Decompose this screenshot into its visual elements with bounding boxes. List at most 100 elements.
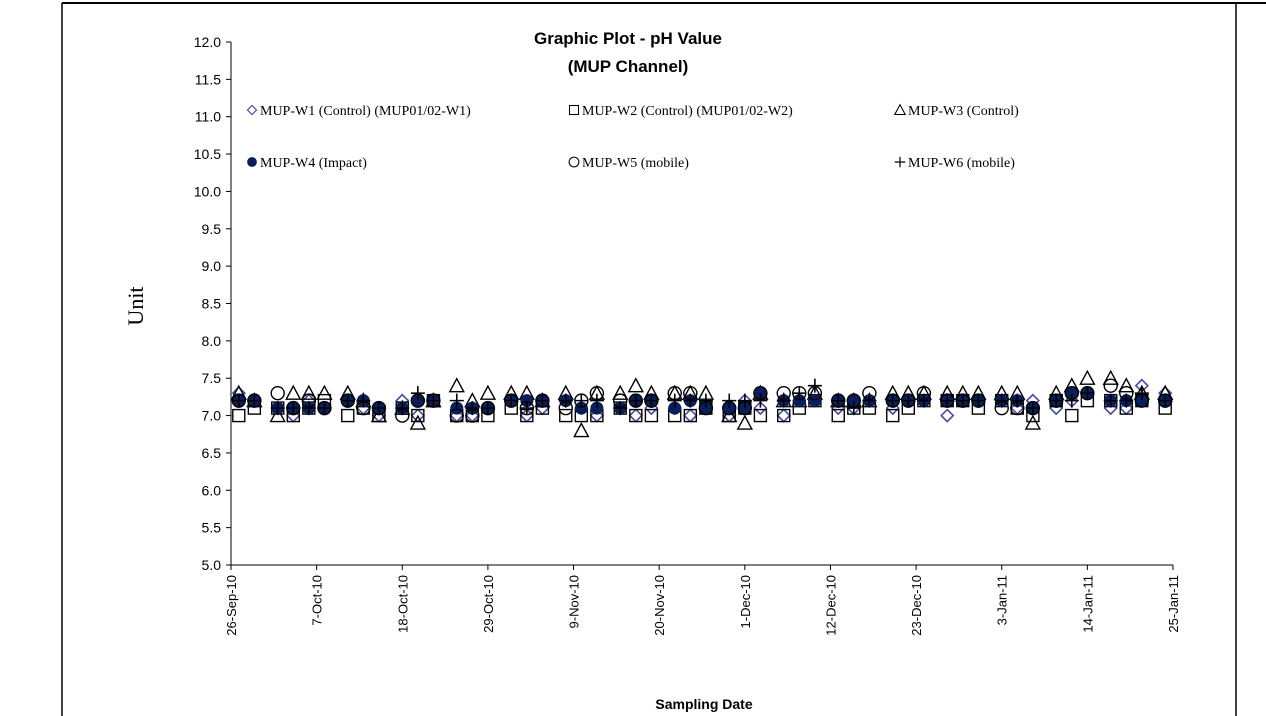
x-tick-label: 9-Nov-10: [567, 575, 582, 628]
data-point: [426, 393, 441, 408]
data-point: [589, 393, 604, 408]
legend-marker: [568, 156, 580, 168]
legend-label: MUP-W5 (mobile): [582, 156, 689, 171]
x-tick-label: 20-Nov-10: [652, 575, 667, 636]
data-point: [1119, 393, 1134, 408]
y-tick-label: 12.0: [194, 34, 221, 50]
data-point: [753, 400, 768, 416]
data-point: [831, 408, 845, 423]
data-point: [449, 408, 464, 423]
legend-marker: [894, 156, 906, 168]
data-point: [409, 414, 427, 430]
data-point: [341, 408, 355, 423]
data-points: [230, 369, 1174, 438]
data-point: [846, 401, 861, 416]
data-point: [628, 393, 643, 408]
data-point: [777, 408, 791, 423]
data-point: [753, 393, 768, 408]
legend-marker: [893, 103, 907, 116]
data-point: [370, 407, 388, 423]
data-point: [628, 408, 643, 423]
legend: MUP-W1 (Control) (MUP01/02-W1) MUP-W2 (Co…: [246, 103, 1019, 171]
data-point: [629, 408, 643, 423]
data-point: [340, 393, 355, 408]
data-point: [667, 393, 682, 408]
data-point: [410, 386, 425, 401]
x-tick-label: 25-Jan-11: [1166, 575, 1181, 633]
data-point: [644, 393, 659, 408]
data-point: [1103, 393, 1118, 408]
data-point: [286, 401, 301, 416]
data-point: [465, 401, 480, 416]
data-point: [371, 401, 386, 416]
data-point: [683, 408, 698, 423]
y-tick-label: 11.5: [195, 71, 221, 87]
series-6: [231, 378, 1173, 416]
data-point: [535, 393, 550, 408]
data-point: [269, 407, 286, 423]
x-tick-label: 23-Dec-10: [909, 575, 924, 636]
legend-entry: MUP-W3 (Control): [893, 103, 1019, 119]
x-tick-label: 26-Sep-10: [224, 575, 239, 636]
data-point: [411, 408, 425, 423]
data-point: [573, 422, 590, 438]
x-tick-label: 7-Oct-10: [310, 575, 325, 626]
legend-label: MUP-W2 (Control) (MUP01/02-W2): [582, 104, 793, 119]
data-point: [559, 408, 573, 423]
data-point: [301, 401, 316, 416]
data-point: [644, 408, 659, 423]
x-axis-ticks: 26-Sep-10 7-Oct-10 18-Oct-10 29-Oct-10 9-Nov…: [224, 565, 1181, 636]
data-point: [449, 393, 464, 408]
data-point: [885, 393, 900, 408]
data-point: [721, 407, 738, 423]
data-point: [776, 408, 791, 423]
x-axis-label: Sampling Date: [655, 696, 752, 712]
y-tick-label: 8.5: [202, 296, 222, 312]
x-tick-label: 3-Jan-11: [995, 575, 1010, 625]
data-point: [1080, 386, 1095, 401]
legend-label: MUP-W3 (Control): [908, 104, 1019, 119]
data-point: [722, 393, 737, 408]
data-point: [231, 393, 246, 408]
legend-marker: [247, 157, 257, 167]
data-point: [753, 408, 768, 423]
data-point: [1025, 401, 1040, 416]
legend-label: MUP-W4 (Impact): [260, 156, 367, 171]
data-point: [831, 393, 846, 408]
y-tick-label: 7.0: [202, 408, 222, 424]
data-point: [300, 384, 318, 400]
data-point: [627, 377, 644, 393]
data-point: [232, 408, 246, 423]
data-point: [1103, 378, 1118, 393]
legend-entry: MUP-W6 (mobile): [894, 156, 1015, 171]
x-tick-label: 1-Dec-10: [738, 575, 753, 628]
data-point: [1118, 377, 1135, 393]
data-point: [1010, 393, 1025, 408]
data-point: [558, 393, 573, 408]
data-point: [955, 393, 970, 408]
data-point: [1064, 393, 1079, 408]
data-point: [270, 385, 285, 401]
y-tick-label: 11.0: [195, 109, 221, 125]
data-point: [316, 384, 333, 400]
data-point: [1102, 369, 1119, 385]
data-point: [1158, 393, 1173, 408]
chart-subtitle: (MUP Channel): [568, 57, 689, 76]
y-tick-label: 9.0: [202, 258, 222, 274]
data-point: [776, 393, 791, 408]
data-point: [736, 414, 753, 430]
data-point: [247, 393, 262, 408]
data-point: [698, 393, 713, 408]
y-tick-label: 10.0: [194, 183, 221, 199]
data-point: [901, 393, 916, 408]
y-tick-label: 7.5: [202, 370, 222, 386]
legend-entry: MUP-W5 (mobile): [568, 156, 689, 171]
data-point: [916, 393, 931, 408]
data-point: [1134, 386, 1149, 401]
data-point: [317, 401, 332, 416]
data-point: [519, 401, 534, 416]
data-point: [683, 393, 698, 408]
y-tick-label: 9.5: [202, 221, 222, 237]
legend-label: MUP-W1 (Control) (MUP01/02-W1): [260, 104, 471, 119]
